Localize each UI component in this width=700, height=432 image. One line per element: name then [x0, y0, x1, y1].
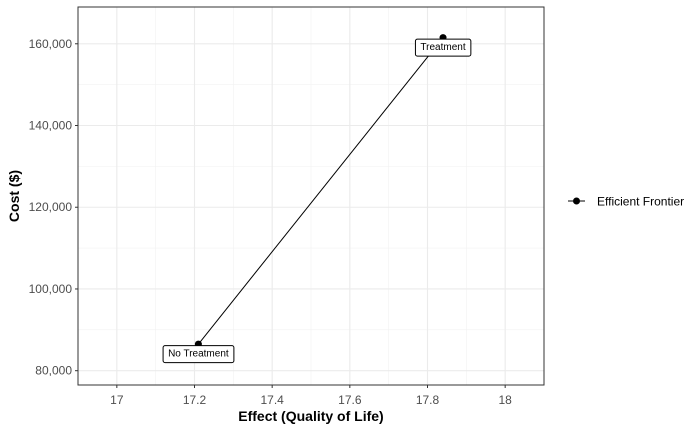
y-tick-label: 80,000 — [35, 364, 72, 378]
point-label-text: No Treatment — [168, 349, 229, 360]
x-tick-label: 17.4 — [260, 393, 284, 407]
y-tick-label: 120,000 — [29, 200, 73, 214]
point-label-text: Treatment — [420, 42, 465, 53]
legend-point-sample — [573, 197, 580, 205]
y-axis: 80,000 100,000 120,000 140,000 160,000 — [29, 37, 78, 378]
x-tick-label: 17 — [110, 393, 124, 407]
point-label: Treatment — [414, 38, 472, 57]
x-tick-label: 17.2 — [183, 393, 207, 407]
x-tick-label: 17.8 — [416, 393, 440, 407]
point-label: No Treatment — [162, 345, 235, 364]
x-tick-label: 17.6 — [338, 393, 362, 407]
y-tick-label: 100,000 — [29, 282, 73, 296]
series-layer: No Treatment Treatment — [162, 34, 472, 364]
point-label-box — [414, 38, 472, 57]
y-tick-label: 160,000 — [29, 37, 73, 51]
series-line — [197, 37, 444, 345]
x-axis-title: Effect (Quality of Life) — [238, 408, 383, 424]
x-axis: 17 17.2 17.4 17.6 17.8 18 — [110, 385, 512, 407]
plot-panel-border — [77, 6, 545, 386]
legend-label: Efficient Frontier — [597, 195, 684, 209]
y-tick-label: 140,000 — [29, 119, 73, 133]
grid-minor — [78, 7, 544, 385]
legend: Efficient Frontier — [568, 195, 684, 209]
x-tick-label: 18 — [498, 393, 512, 407]
point-label-box — [162, 345, 235, 364]
y-axis-title: Cost ($) — [6, 170, 22, 222]
